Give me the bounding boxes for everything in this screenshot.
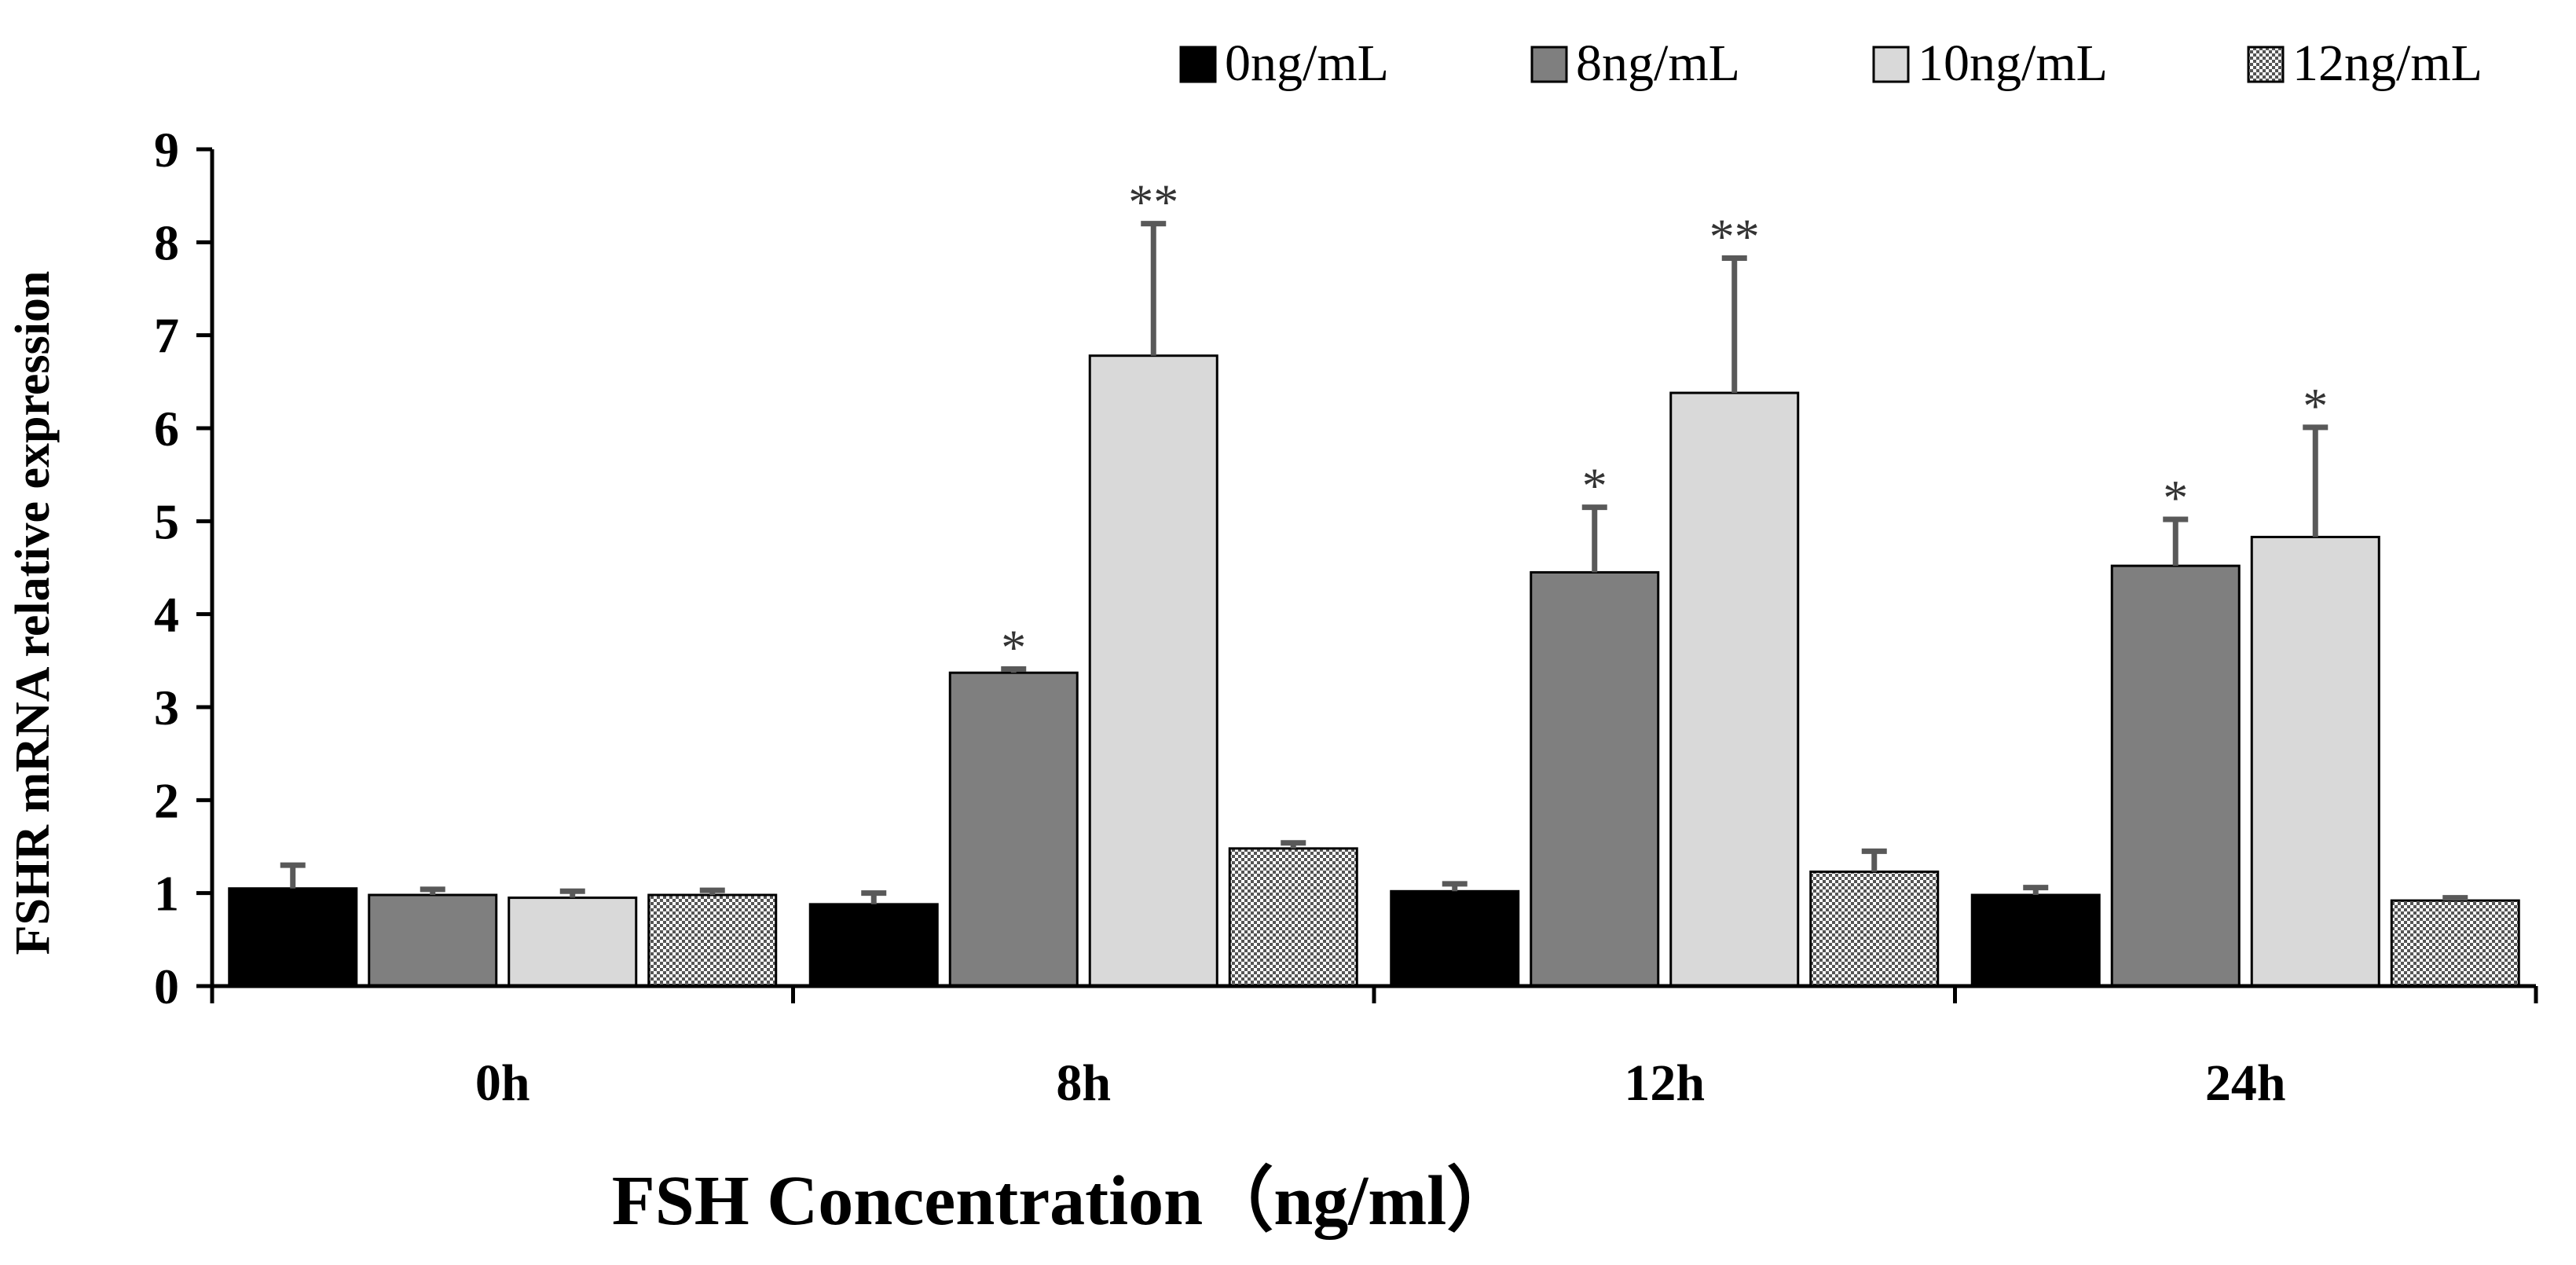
- bar-24h-8ng/mL: [2110, 564, 2241, 988]
- axes: [196, 147, 2538, 1003]
- bar-8h-12ng/mL: [1228, 847, 1358, 988]
- bar-12h-12ng/mL: [1809, 870, 1940, 988]
- y-tick-label-3: 3: [154, 680, 179, 735]
- bar-24h-10ng/mL: [2250, 535, 2380, 988]
- legend-swatch-12ng/mL: [2247, 46, 2285, 83]
- significance-24h-10ng/mL: *: [2303, 378, 2328, 434]
- x-tick-labels: 0h 8h 12h 24h: [475, 1054, 2286, 1112]
- error-bars: [280, 221, 2468, 904]
- bar-0h-12ng/mL: [647, 893, 778, 988]
- bar-0h-0ng/mL: [228, 887, 358, 988]
- y-tick-label-7: 7: [154, 308, 179, 364]
- legend-swatch-8ng/mL: [1530, 46, 1568, 83]
- significance-12h-8ng/mL: *: [1582, 458, 1607, 514]
- y-tick-label-8: 8: [154, 214, 179, 270]
- legend-label-10ng/mL: 10ng/mL: [1918, 35, 2108, 92]
- bar-24h-0ng/mL: [1970, 893, 2101, 988]
- y-axis-label: FSHR mRNA relative expression: [6, 271, 60, 955]
- plot-area: [228, 354, 2520, 988]
- y-tick-label-9: 9: [154, 122, 179, 178]
- legend: 0ng/mL 8ng/mL 10ng/mL 12ng/mL: [1179, 35, 2483, 92]
- y-tick-label-1: 1: [154, 866, 179, 922]
- significance-12h-10ng/mL: **: [1709, 208, 1760, 264]
- bar-0h-8ng/mL: [368, 893, 498, 988]
- legend-label-12ng/mL: 12ng/mL: [2292, 35, 2483, 92]
- legend-swatch-0ng/mL: [1179, 46, 1217, 83]
- y-tick-label-4: 4: [154, 587, 179, 643]
- bar-8h-0ng/mL: [808, 903, 939, 988]
- bar-12h-0ng/mL: [1390, 889, 1520, 988]
- y-tick-label-6: 6: [154, 401, 179, 456]
- x-tick-label-12h: 12h: [1624, 1054, 1705, 1112]
- bar-8h-10ng/mL: [1088, 354, 1218, 988]
- legend-label-8ng/mL: 8ng/mL: [1576, 35, 1740, 92]
- bar-12h-10ng/mL: [1669, 391, 1800, 988]
- bar-8h-8ng/mL: [948, 671, 1079, 988]
- y-tick-label-5: 5: [154, 493, 179, 549]
- x-tick-label-8h: 8h: [1056, 1054, 1111, 1112]
- bar-12h-8ng/mL: [1530, 570, 1660, 988]
- legend-swatch-10ng/mL: [1872, 46, 1910, 83]
- significance-annotations: ********: [1001, 174, 2328, 676]
- significance-24h-8ng/mL: *: [2163, 470, 2188, 526]
- significance-8h-8ng/mL: *: [1001, 619, 1026, 675]
- y-tick-label-0: 0: [154, 959, 179, 1014]
- y-tick-labels: 0 1 2 3 4 5 6 7 8 9: [154, 122, 179, 1014]
- bar-24h-12ng/mL: [2390, 899, 2520, 988]
- legend-label-0ng/mL: 0ng/mL: [1225, 35, 1389, 92]
- bar-0h-10ng/mL: [508, 896, 638, 988]
- significance-8h-10ng/mL: **: [1128, 174, 1178, 230]
- x-tick-label-24h: 24h: [2205, 1054, 2286, 1112]
- y-tick-label-2: 2: [154, 772, 179, 828]
- x-tick-label-0h: 0h: [475, 1054, 530, 1112]
- x-axis-label: FSH Concentration（ng/ml）: [612, 1162, 1518, 1240]
